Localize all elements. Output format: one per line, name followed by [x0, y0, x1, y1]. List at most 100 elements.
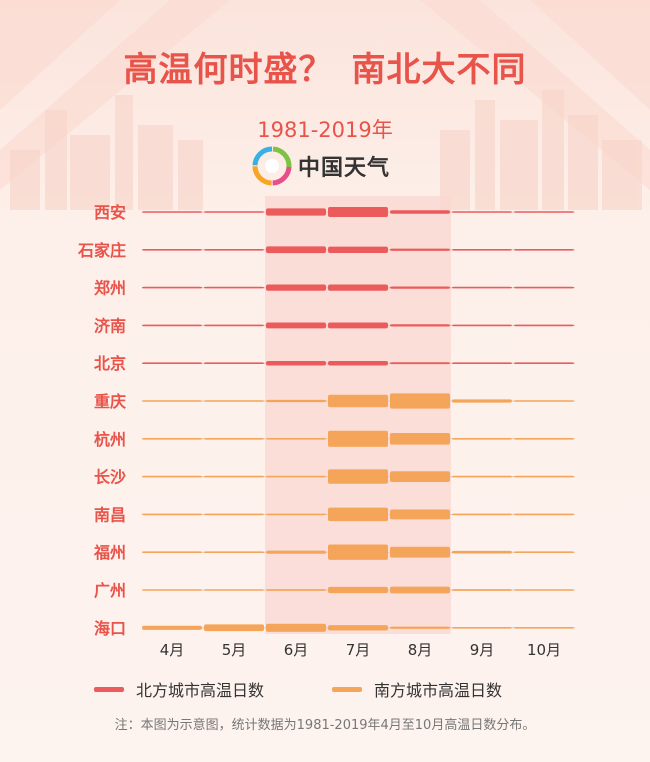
legend-item-north: 北方城市高温日数: [94, 677, 264, 701]
bar: [266, 513, 326, 516]
chart-subtitle: 1981-2019年: [257, 118, 393, 142]
bar: [142, 324, 202, 327]
bar: [142, 438, 202, 440]
summer-highlight-band: [265, 196, 451, 634]
bar: [266, 623, 326, 632]
title-part-1: 高温何时盛？: [123, 50, 334, 90]
bar: [204, 551, 264, 553]
brand-logo: 中国天气: [252, 146, 390, 186]
bar: [452, 589, 512, 591]
bar: [390, 546, 450, 558]
bar: [328, 207, 388, 217]
bar: [390, 248, 450, 251]
bar: [328, 544, 388, 560]
city-label: 济南: [94, 316, 126, 335]
bar: [266, 284, 326, 291]
bar: [266, 438, 326, 440]
bar: [390, 393, 450, 409]
month-tick-label: 6月: [284, 641, 309, 659]
bar: [142, 211, 202, 213]
city-label: 北京: [94, 354, 126, 373]
city-label: 杭州: [94, 430, 126, 449]
bar: [328, 360, 388, 366]
bar: [514, 475, 574, 478]
bar: [328, 469, 388, 484]
bar: [452, 286, 512, 289]
footnote: 注：本图为示意图，统计数据为1981-2019年4月至10月高温日数分布。: [114, 718, 536, 733]
bar: [142, 249, 202, 251]
legend-swatch-north: [94, 686, 124, 692]
title-part-2: 南北大不同: [351, 50, 527, 90]
city-label: 西安: [94, 203, 126, 222]
bar: [390, 626, 450, 629]
bar: [390, 286, 450, 289]
bar: [452, 475, 512, 478]
month-tick-label: 7月: [346, 641, 371, 659]
city-label: 长沙: [94, 468, 126, 487]
bar: [328, 394, 388, 408]
bar: [204, 249, 264, 251]
bar: [142, 513, 202, 516]
spiral-logo-icon: [252, 146, 292, 186]
bar: [452, 249, 512, 251]
legend-item-south: 南方城市高温日数: [332, 677, 502, 701]
bar: [328, 284, 388, 291]
month-tick-label: 9月: [470, 641, 495, 659]
month-labels: 4月 5月 6月 7月 8月 9月 10月: [160, 641, 561, 659]
bar: [266, 550, 326, 554]
bar: [142, 362, 202, 364]
city-label: 海口: [94, 619, 126, 638]
bar: [514, 324, 574, 327]
bar: [142, 286, 202, 289]
bar: [514, 211, 574, 213]
bar: [390, 586, 450, 594]
bar: [204, 400, 264, 402]
bar: [204, 513, 264, 516]
bar: [266, 399, 326, 403]
bar: [390, 210, 450, 214]
month-tick-label: 10月: [527, 641, 561, 659]
month-tick-label: 4月: [160, 641, 185, 659]
bar: [452, 211, 512, 213]
city-label: 广州: [94, 581, 126, 600]
bar: [452, 438, 512, 440]
bar: [328, 246, 388, 253]
city-label: 南昌: [94, 505, 126, 524]
bar: [452, 324, 512, 327]
bar: [514, 627, 574, 629]
bar: [266, 246, 326, 254]
bar: [390, 509, 450, 520]
bar: [514, 589, 574, 591]
bar: [204, 475, 264, 478]
bars: [142, 207, 574, 632]
bar: [514, 400, 574, 402]
bar: [142, 551, 202, 553]
bar: [266, 322, 326, 329]
city-skyline-decoration: [10, 90, 642, 210]
bar: [266, 360, 326, 366]
bar: [142, 400, 202, 402]
bar: [266, 208, 326, 216]
bar: [328, 625, 388, 631]
bar: [142, 625, 202, 630]
month-tick-label: 8月: [408, 641, 433, 659]
legend-label-north: 北方城市高温日数: [136, 681, 265, 700]
bar: [204, 624, 264, 632]
bar: [204, 589, 264, 591]
bar: [266, 475, 326, 478]
bar: [452, 399, 512, 403]
brand-name: 中国天气: [298, 156, 391, 181]
bar: [452, 550, 512, 554]
city-label: 郑州: [94, 279, 126, 298]
bar: [390, 432, 450, 445]
bar: [390, 324, 450, 327]
bar: [328, 322, 388, 329]
legend: 北方城市高温日数 南方城市高温日数: [0, 677, 650, 701]
month-tick-label: 5月: [222, 641, 247, 659]
bar: [514, 249, 574, 251]
legend-label-south: 南方城市高温日数: [374, 681, 503, 700]
chart-title: 高温何时盛？ 南北大不同: [0, 42, 650, 91]
bar: [204, 438, 264, 440]
